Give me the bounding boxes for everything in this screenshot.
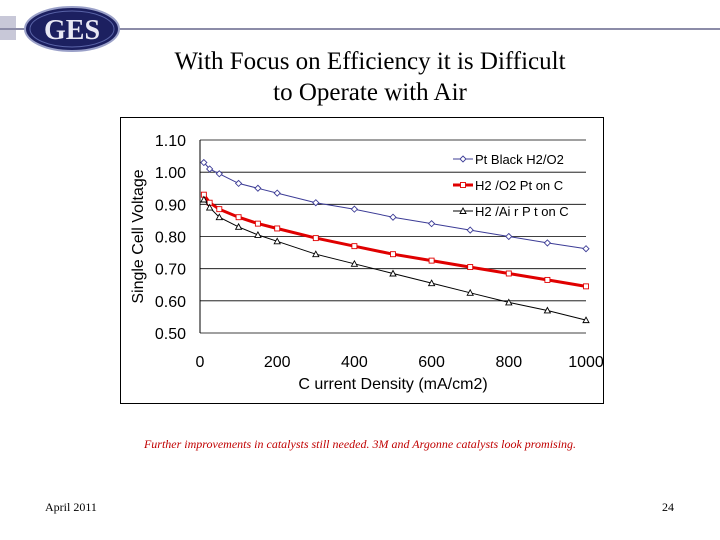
data-point bbox=[254, 184, 262, 192]
data-point bbox=[583, 283, 589, 290]
slide-title: With Focus on Efficiency it is Difficult… bbox=[120, 46, 620, 108]
ges-logo: GES bbox=[24, 6, 120, 52]
data-point bbox=[273, 237, 281, 245]
data-point bbox=[206, 165, 214, 173]
x-tick-label: 1000 bbox=[568, 354, 604, 371]
data-point bbox=[427, 279, 436, 287]
series-line bbox=[203, 199, 587, 321]
data-point bbox=[389, 213, 397, 221]
x-tick-label: 800 bbox=[495, 354, 522, 371]
chart-frame: 0.50 0.60 0.70 0.80 0.90 1.00 1.10 0 200 400 600 80… bbox=[120, 117, 604, 404]
data-point bbox=[215, 213, 224, 221]
y-tick-label: 0.70 bbox=[155, 262, 186, 279]
data-point bbox=[389, 269, 397, 277]
x-axis-title: C urrent Density (mA/cm2) bbox=[298, 376, 487, 393]
data-point bbox=[459, 207, 467, 214]
y-tick-label: 0.60 bbox=[155, 294, 186, 311]
title-line-2: to Operate with Air bbox=[273, 79, 467, 106]
data-point bbox=[215, 170, 223, 178]
data-point bbox=[274, 225, 281, 232]
data-point bbox=[216, 206, 223, 213]
data-point bbox=[200, 158, 208, 167]
data-point bbox=[428, 257, 435, 264]
data-point bbox=[234, 179, 243, 188]
data-point bbox=[505, 270, 512, 277]
x-tick-label: 0 bbox=[196, 354, 205, 371]
x-tick-label: 600 bbox=[418, 354, 445, 371]
series-line bbox=[202, 193, 587, 288]
data-point bbox=[235, 214, 242, 221]
y-tick-label: 1.10 bbox=[155, 133, 186, 150]
title-line-1: With Focus on Efficiency it is Difficult bbox=[174, 48, 566, 75]
data-point bbox=[312, 250, 320, 258]
data-point bbox=[582, 245, 590, 253]
y-tick-label: 0.50 bbox=[155, 326, 186, 343]
data-point bbox=[254, 230, 262, 238]
data-point bbox=[544, 276, 551, 283]
data-point bbox=[312, 199, 320, 207]
data-point bbox=[582, 316, 590, 324]
data-point bbox=[505, 232, 513, 241]
data-point bbox=[466, 288, 474, 296]
series-line bbox=[203, 162, 587, 250]
legend-label: Pt Black H2/O2 bbox=[475, 152, 564, 167]
legend-entry: H2 /O2 Pt on C bbox=[453, 178, 563, 193]
logo-text: GES bbox=[44, 15, 100, 46]
series-3 bbox=[200, 195, 590, 324]
x-tick-label: 200 bbox=[264, 354, 291, 371]
data-point bbox=[543, 306, 552, 314]
data-point bbox=[254, 220, 261, 227]
y-tick-label: 0.90 bbox=[155, 197, 186, 214]
page-number: 24 bbox=[662, 500, 674, 514]
legend-entry: H2 /Ai r P t on C bbox=[453, 204, 569, 219]
data-point bbox=[200, 195, 208, 203]
data-point bbox=[350, 205, 359, 213]
catalyst-note: Further improvements in catalysts still … bbox=[143, 437, 577, 451]
footer-date: April 2011 bbox=[45, 500, 97, 514]
x-tick-label: 400 bbox=[341, 354, 368, 371]
y-tick-label: 1.00 bbox=[155, 165, 186, 182]
header-rule bbox=[0, 28, 720, 30]
data-point bbox=[467, 264, 474, 271]
data-point bbox=[312, 235, 319, 242]
data-point bbox=[427, 219, 436, 228]
data-point bbox=[390, 251, 396, 258]
data-point bbox=[505, 298, 513, 306]
data-point bbox=[466, 226, 474, 234]
y-axis-title: Single Cell Voltage bbox=[130, 169, 147, 303]
legend-label: H2 /O2 Pt on C bbox=[475, 178, 563, 193]
legend: Pt Black H2/O2 H2 /O2 Pt on C H2 /Ai r P t… bbox=[453, 152, 569, 219]
data-point bbox=[273, 189, 281, 197]
data-point bbox=[351, 243, 358, 250]
data-point bbox=[459, 155, 467, 163]
y-tick-label: 0.80 bbox=[155, 230, 186, 247]
data-point bbox=[460, 182, 466, 188]
series-1 bbox=[200, 158, 590, 253]
voltage-current-chart: 0.50 0.60 0.70 0.80 0.90 1.00 1.10 0 200 400 600 80… bbox=[130, 133, 604, 393]
data-point bbox=[350, 259, 359, 267]
data-point bbox=[234, 222, 243, 230]
data-point bbox=[543, 239, 552, 247]
legend-label: H2 /Ai r P t on C bbox=[475, 204, 569, 219]
data-point bbox=[205, 203, 214, 211]
legend-entry: Pt Black H2/O2 bbox=[453, 152, 564, 167]
